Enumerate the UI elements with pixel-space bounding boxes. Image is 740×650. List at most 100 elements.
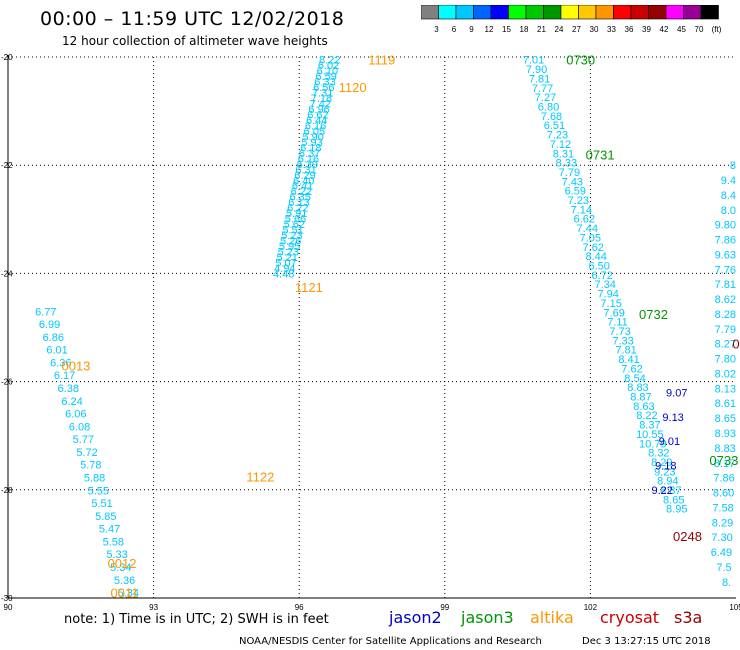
pass-time-label: 0730 — [566, 53, 595, 68]
scale-swatch — [700, 4, 719, 20]
scale-label: 15 — [502, 25, 511, 34]
wave-height-value: 7.30 — [711, 532, 732, 544]
wave-height-value: 7.23 — [547, 130, 568, 142]
wave-height-value: 6.35 — [289, 192, 310, 204]
scale-label: 6 — [452, 25, 457, 34]
wave-height-value: 6.22 — [287, 203, 308, 215]
wave-height-value: 8.17 — [714, 458, 735, 470]
wave-height-value: 8.37 — [639, 420, 660, 432]
wave-height-value: 7.31 — [312, 88, 333, 100]
x-tick-label: 105 — [729, 603, 740, 612]
pass-time-label: 0 — [732, 337, 739, 352]
wave-height-value: 8.93 — [715, 428, 736, 440]
legend-cryosat: cryosat — [600, 608, 659, 627]
legend-jason3-label: jason3 — [461, 608, 514, 627]
wave-height-value: 8.22 — [319, 55, 340, 67]
wave-height-value: 7.81 — [615, 345, 636, 357]
wave-height-value: 7.12 — [550, 139, 571, 151]
pass-time-label: 1122 — [246, 469, 274, 484]
chart-title: 00:00 – 11:59 UTC 12/02/2018 — [40, 8, 345, 30]
wave-height-value: 7.14 — [571, 204, 592, 216]
scale-label: 12 — [485, 25, 494, 34]
wave-height-value: 7.76 — [715, 264, 736, 276]
scale-label: 36 — [625, 25, 634, 34]
wave-height-value: 4.94 — [274, 263, 295, 275]
wave-height-value: 7.5 — [716, 562, 731, 574]
wave-height-value: 6.10 — [317, 66, 338, 78]
pass-time-label: 0248 — [673, 529, 702, 544]
wave-height-value: 5.58 — [103, 536, 124, 548]
wave-height-value: 5.47 — [99, 524, 120, 536]
scale-label: 18 — [520, 25, 529, 34]
wave-height-value: 7.33 — [612, 335, 633, 347]
legend-altika-label: altika — [530, 608, 574, 627]
wave-height-value: 6.05 — [304, 126, 325, 138]
wave-height-value: 6.22 — [291, 186, 312, 198]
wave-height-value: 6.31 — [295, 164, 316, 176]
wave-height-value: 7.86 — [715, 235, 736, 247]
wave-height-value: 5.55 — [88, 485, 109, 497]
wave-height-value: 7.44 — [577, 223, 598, 235]
wave-height-value: 8.29 — [712, 517, 733, 529]
legend-cryosat-label: cryosat — [600, 608, 660, 627]
wave-height-value: 10.55 — [636, 429, 664, 441]
wave-height-value: 5.33 — [106, 549, 127, 561]
wave-height-value: 7.77 — [532, 83, 553, 95]
wave-height-value: 6.36 — [50, 357, 71, 369]
wave-height-value: 6.50 — [588, 261, 609, 273]
wave-height-value: 8.33 — [556, 158, 577, 170]
wave-height-value: 7.90 — [526, 64, 547, 76]
wave-height-value: 7.42 — [310, 99, 331, 111]
pass-time-label: 1119 — [368, 53, 395, 68]
wave-height-value: 6.80 — [538, 101, 559, 113]
wave-height-value: 8.61 — [715, 398, 736, 410]
track-0730-0731: 7.017.907.817.777.276.807.686.517.237.12… — [523, 55, 688, 516]
wave-height-value: 4.48 — [273, 268, 294, 280]
wave-height-value: 8.87 — [660, 485, 681, 497]
y-tick-label: -30 — [1, 594, 13, 603]
track-east: 89.48.48.09.807.869.637.767.818.628.287.… — [711, 160, 736, 589]
wave-height-value: 7.43 — [562, 176, 583, 188]
wave-height-value: 6.16 — [305, 120, 326, 132]
wave-height-value: 8.54 — [624, 373, 645, 385]
wave-height-value: 6.49 — [711, 547, 732, 559]
wave-height-value: 7.73 — [609, 326, 630, 338]
wave-height-value: 7.62 — [621, 363, 642, 375]
wave-height-value: 9.18 — [655, 460, 676, 472]
y-tick-label: -20 — [1, 53, 13, 62]
track-jason2: 9.07 9.13 9.01 9.18 9.22 — [651, 387, 687, 496]
pass-time-label: 0733 — [709, 453, 738, 468]
legend-jason3: jason3 — [461, 608, 514, 627]
wave-height-value: 6.40 — [293, 175, 314, 187]
wave-height-value: 8.28 — [715, 309, 736, 321]
color-scale-legend: 3 6 9 12 15 18 21 24 27 30 33 36 39 42 45 70 (ft) — [420, 4, 731, 39]
wave-height-value: 9.4 — [721, 175, 736, 187]
wave-height-value: 8.32 — [648, 448, 669, 460]
wave-height-value: 7.01 — [523, 55, 544, 67]
credit-text: NOAA/NESDIS Center for Satellite Applica… — [239, 636, 542, 647]
scale-label: (ft) — [712, 25, 722, 34]
wave-height-value: 8.83 — [627, 382, 648, 394]
wave-height-value: 8.41 — [618, 354, 639, 366]
wave-height-value: 8.62 — [715, 294, 736, 306]
wave-height-value: 6.02 — [318, 60, 339, 72]
x-tick-label: 99 — [440, 603, 449, 612]
wave-height-value: 6.17 — [54, 370, 75, 382]
wave-height-value: 7.58 — [712, 502, 733, 514]
wave-height-value: 5.51 — [91, 498, 112, 510]
wave-height-value: 7.68 — [541, 111, 562, 123]
wave-height-value: 7.18 — [311, 93, 332, 105]
scale-label: 42 — [660, 25, 669, 34]
wave-height-value: 5.36 — [114, 575, 135, 587]
pass-time-label: 0012 — [108, 556, 137, 571]
wave-height-value: 5.66 — [285, 214, 306, 226]
wave-height-value: 5.34 — [118, 588, 139, 600]
wave-height-value: 6.51 — [544, 120, 565, 132]
scale-label: 9 — [469, 25, 474, 34]
wave-height-value: 6.37 — [299, 148, 320, 160]
y-tick-label: -24 — [1, 269, 13, 278]
wave-height-value: 7.34 — [594, 279, 615, 291]
wave-height-value: 5.85 — [95, 511, 116, 523]
wave-height-value: 6.06 — [65, 409, 86, 421]
wave-height-value: 7.05 — [580, 232, 601, 244]
